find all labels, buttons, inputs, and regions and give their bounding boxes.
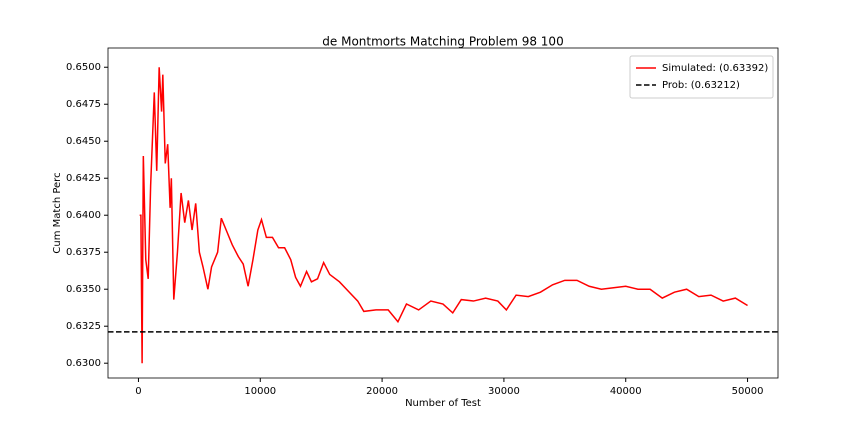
x-tick-label: 20000: [366, 386, 398, 397]
legend-box: [629, 55, 774, 99]
x-tick-label: 50000: [732, 386, 764, 397]
x-tick-label: 10000: [244, 386, 276, 397]
data-line: [139, 67, 748, 364]
y-tick-label: 0.6500: [66, 62, 101, 73]
y-tick-label: 0.6400: [66, 210, 101, 221]
y-tick-label: 0.6300: [66, 358, 101, 369]
y-tick-label: 0.6350: [66, 284, 101, 295]
plot-frame: [107, 47, 779, 379]
y-tick-label: 0.6425: [66, 173, 101, 184]
x-tick-label: 0: [135, 386, 141, 397]
y-axis-label: Cum Match Perc: [52, 172, 63, 253]
legend-label: Prob: (0.63212): [662, 80, 740, 91]
legend-label: Simulated: (0.63392): [662, 63, 768, 74]
y-tick-label: 0.6450: [66, 136, 101, 147]
y-tick-label: 0.6375: [66, 247, 101, 258]
x-tick-label: 40000: [610, 386, 642, 397]
y-tick-label: 0.6325: [66, 321, 101, 332]
x-axis-label: Number of Test: [405, 398, 481, 409]
y-tick-label: 0.6475: [66, 99, 101, 110]
chart-title: de Montmorts Matching Problem 98 100: [322, 35, 563, 49]
x-tick-label: 30000: [488, 386, 520, 397]
